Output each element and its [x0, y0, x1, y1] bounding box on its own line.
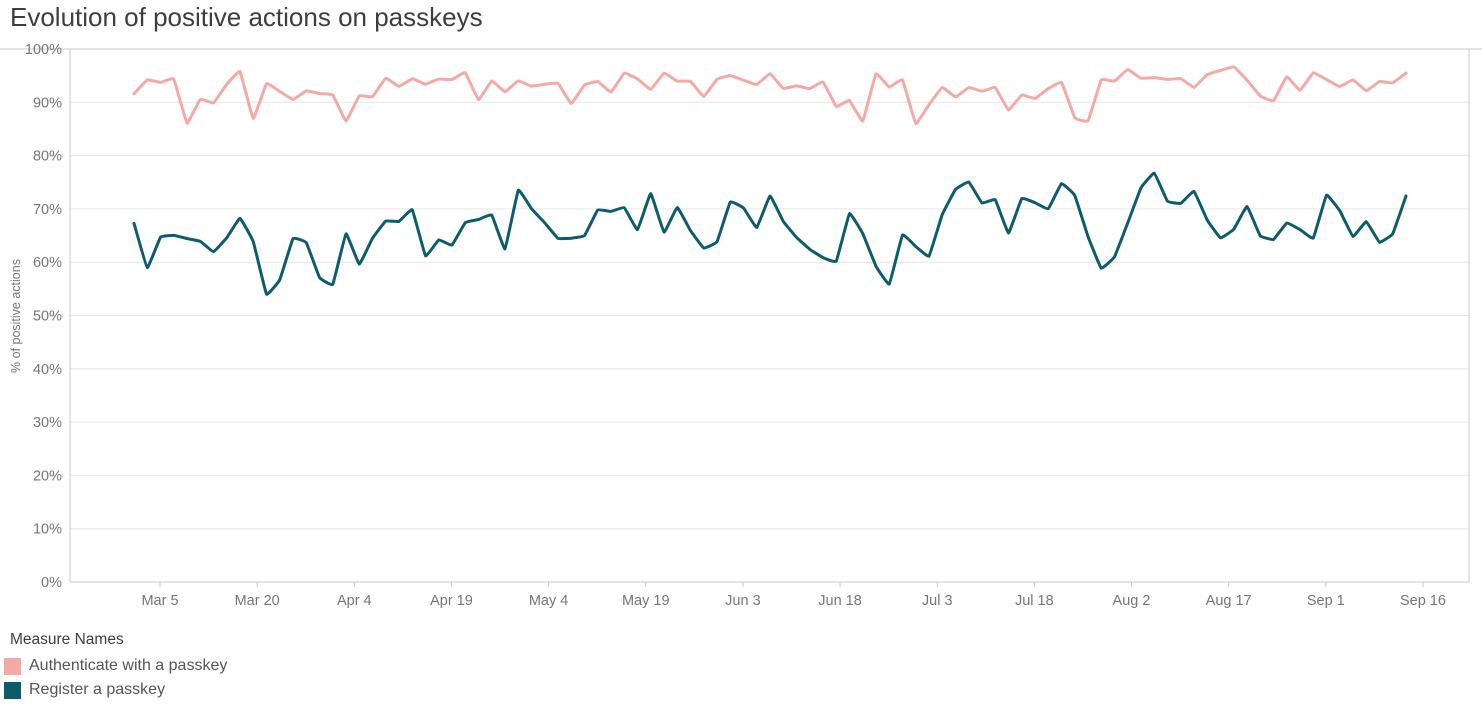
- svg-text:May 4: May 4: [529, 593, 569, 609]
- svg-text:90%: 90%: [33, 95, 62, 111]
- svg-text:Sep 16: Sep 16: [1400, 593, 1446, 609]
- svg-text:May 19: May 19: [622, 593, 670, 609]
- svg-text:Sep 1: Sep 1: [1307, 593, 1345, 609]
- svg-text:Jun 3: Jun 3: [725, 593, 760, 609]
- svg-text:Jul 18: Jul 18: [1015, 593, 1054, 609]
- svg-text:Mar 20: Mar 20: [235, 593, 280, 609]
- svg-text:Jul 3: Jul 3: [922, 593, 953, 609]
- svg-text:70%: 70%: [33, 202, 62, 218]
- svg-text:40%: 40%: [33, 362, 62, 378]
- svg-text:Jun 18: Jun 18: [818, 593, 862, 609]
- svg-text:Apr 19: Apr 19: [430, 593, 473, 609]
- svg-text:10%: 10%: [33, 522, 62, 538]
- svg-text:Apr 4: Apr 4: [337, 593, 372, 609]
- svg-text:Mar 5: Mar 5: [141, 593, 178, 609]
- svg-text:0%: 0%: [41, 575, 62, 591]
- svg-text:Aug 2: Aug 2: [1113, 593, 1151, 609]
- svg-text:30%: 30%: [33, 415, 62, 431]
- svg-text:20%: 20%: [33, 468, 62, 484]
- svg-text:Aug 17: Aug 17: [1206, 593, 1252, 609]
- svg-text:80%: 80%: [33, 149, 62, 165]
- svg-text:100%: 100%: [25, 42, 62, 58]
- svg-text:50%: 50%: [33, 309, 62, 325]
- svg-text:60%: 60%: [33, 255, 62, 271]
